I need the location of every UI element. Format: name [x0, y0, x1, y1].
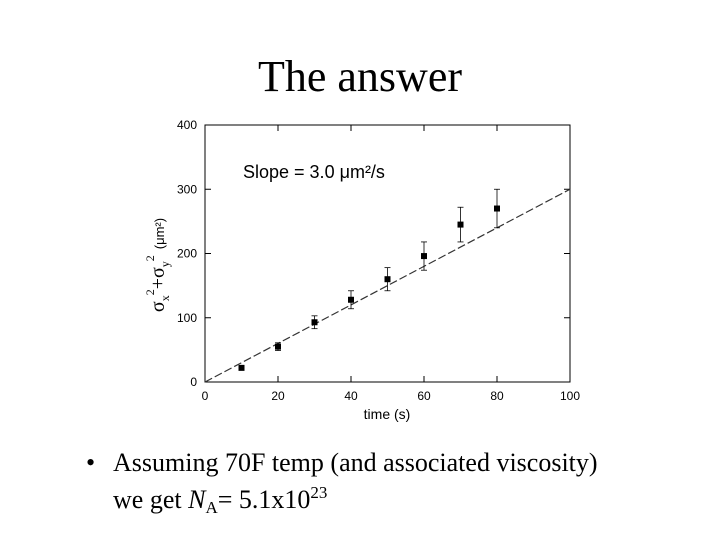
- data-point: [311, 319, 318, 326]
- x-tick-label: 100: [560, 389, 580, 403]
- data-point: [238, 364, 245, 371]
- slope-annotation: Slope = 3.0 μm²/s: [243, 162, 385, 182]
- y-tick-label: 400: [177, 118, 197, 132]
- data-point: [348, 296, 354, 303]
- x-axis-label: time (s): [364, 406, 411, 422]
- bullet-line-2: we get NA= 5.1x1023: [113, 478, 683, 523]
- data-point: [421, 253, 427, 260]
- svg-text:σx2+σy2(μm²): σx2+σy2(μm²): [143, 218, 172, 312]
- y-label-x-sub: x: [158, 295, 172, 301]
- y-label-plus: +: [147, 278, 169, 289]
- y-tick-label: 200: [177, 247, 197, 261]
- avogadro-exponent: 23: [310, 483, 328, 502]
- x-tick-label: 0: [202, 389, 209, 403]
- avogadro-subscript: A: [205, 498, 218, 517]
- bullet-dot: •: [86, 448, 96, 477]
- y-tick-label: 100: [177, 311, 197, 325]
- fit-line-group: [204, 188, 571, 383]
- y-label-y-sub: y: [158, 261, 172, 267]
- x-tick-label: 20: [271, 389, 285, 403]
- slide-title: The answer: [257, 52, 462, 101]
- x-tick-label: 60: [417, 389, 431, 403]
- y-label-sigma-x: σ: [147, 301, 169, 312]
- avogadro-value: = 5.1x10: [217, 485, 311, 514]
- fit-line: [204, 188, 571, 383]
- data-point: [494, 205, 500, 212]
- x-tick-label: 80: [490, 389, 504, 403]
- x-tick-label: 40: [344, 389, 358, 403]
- y-tick-label: 0: [190, 375, 197, 389]
- bullet-line-1: Assuming 70F temp (and associated viscos…: [113, 448, 598, 477]
- y-label-units: (μm²): [152, 218, 167, 249]
- y-label-y-sup: 2: [143, 255, 157, 261]
- data-point: [275, 343, 281, 350]
- chart-ticks: 0 20 40 60 80 100 0 100 200 300 400: [177, 118, 580, 403]
- y-label-sigma-y: σ: [147, 267, 169, 278]
- data-point: [384, 276, 391, 283]
- avogadro-symbol: N: [188, 485, 206, 514]
- data-point: [457, 221, 464, 228]
- bullet-line-2-prefix: we get: [113, 485, 189, 514]
- bullet-text: Assuming 70F temp (and associated viscos…: [113, 448, 683, 523]
- y-tick-label: 300: [177, 182, 197, 196]
- y-label-x-sup: 2: [143, 289, 157, 295]
- scatter-chart: 0 20 40 60 80 100 0 100 200 300 400 Slope = 3.0 μm…: [143, 118, 580, 422]
- y-axis-label: σx2+σy2(μm²): [143, 218, 172, 312]
- data-points: [238, 188, 500, 371]
